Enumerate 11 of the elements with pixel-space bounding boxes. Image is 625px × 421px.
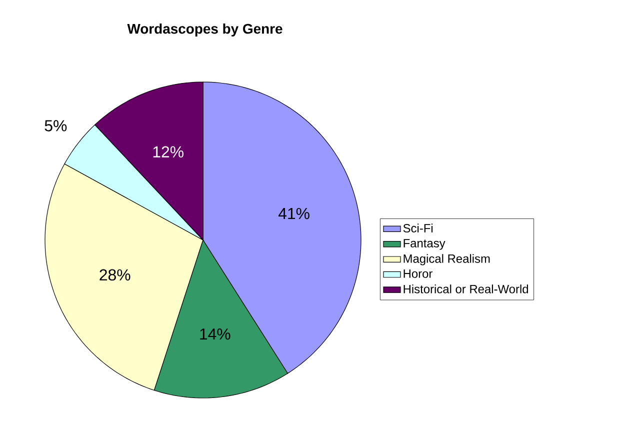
- legend-label: Historical or Real-World: [404, 284, 528, 294]
- data-label: 28%: [100, 269, 130, 281]
- data-label: 12%: [153, 146, 184, 158]
- legend-label: Sci-Fi: [403, 224, 433, 232]
- chart-title: Wordascopes by Genre: [127, 23, 282, 36]
- legend-label: Horor: [404, 270, 432, 278]
- data-label: 14%: [200, 328, 230, 340]
- legend-label: Fantasy: [404, 239, 446, 250]
- data-label: 5%: [44, 120, 67, 132]
- legend-label: Magical Realism: [404, 254, 490, 266]
- data-label: 41%: [278, 208, 310, 220]
